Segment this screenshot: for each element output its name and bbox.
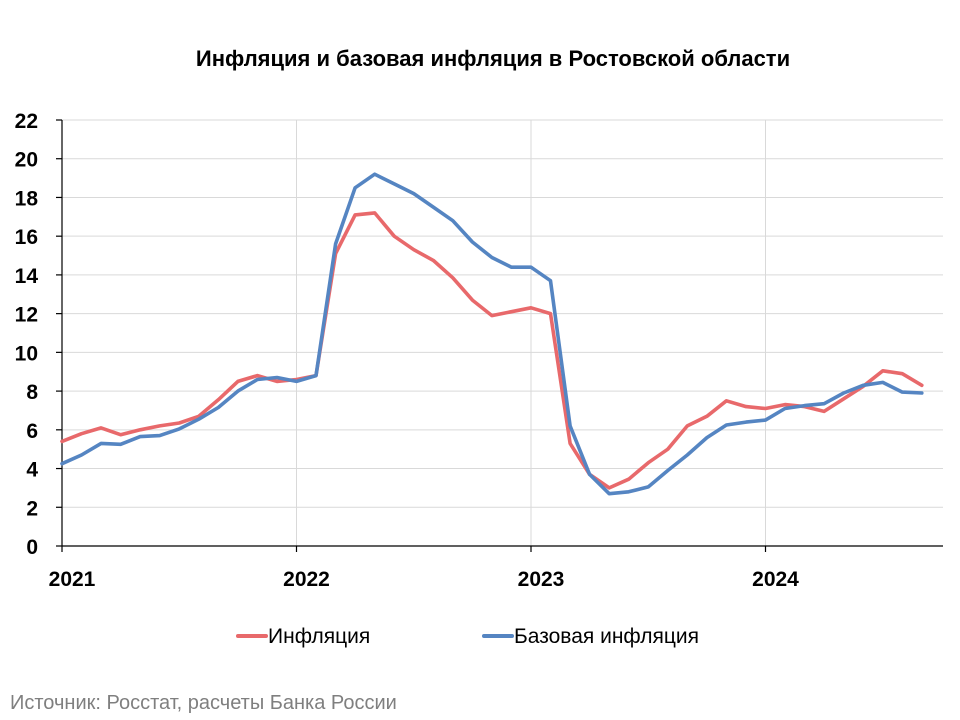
source-note: Источник: Росстат, расчеты Банка России bbox=[10, 692, 397, 714]
axes bbox=[56, 119, 943, 552]
y-tick-label: 8 bbox=[26, 381, 38, 404]
chart-title: Инфляция и базовая инфляция в Ростовской… bbox=[196, 46, 790, 71]
y-tick-label: 20 bbox=[15, 149, 38, 172]
x-tick-label: 2021 bbox=[49, 568, 96, 591]
x-tick-label: 2023 bbox=[518, 568, 565, 591]
series-line-core-inflation bbox=[60, 172, 924, 496]
y-tick-label: 18 bbox=[15, 187, 39, 210]
y-tick-label: 0 bbox=[26, 536, 38, 559]
y-tick-label: 14 bbox=[15, 265, 39, 288]
grid bbox=[62, 119, 943, 546]
y-tick-label: 2 bbox=[26, 497, 38, 520]
y-tick-label: 22 bbox=[15, 110, 38, 133]
y-tick-label: 4 bbox=[26, 459, 38, 482]
legend: Инфляция Базовая инфляция bbox=[236, 625, 699, 648]
series-lines bbox=[60, 172, 924, 496]
y-tick-label: 6 bbox=[26, 420, 38, 443]
x-tick-labels: 2021 2022 2023 2024 bbox=[49, 568, 800, 591]
x-tick-label: 2022 bbox=[283, 568, 330, 591]
y-tick-labels: 0 2 4 6 8 10 12 14 16 18 20 22 bbox=[15, 110, 39, 559]
legend-label-inflation: Инфляция bbox=[268, 625, 370, 648]
series-line-inflation bbox=[60, 211, 924, 490]
y-tick-label: 10 bbox=[15, 342, 38, 365]
y-tick-label: 12 bbox=[15, 304, 38, 327]
x-tick-label: 2024 bbox=[752, 568, 799, 591]
legend-label-core-inflation: Базовая инфляция bbox=[514, 625, 699, 648]
y-tick-label: 16 bbox=[15, 226, 38, 249]
